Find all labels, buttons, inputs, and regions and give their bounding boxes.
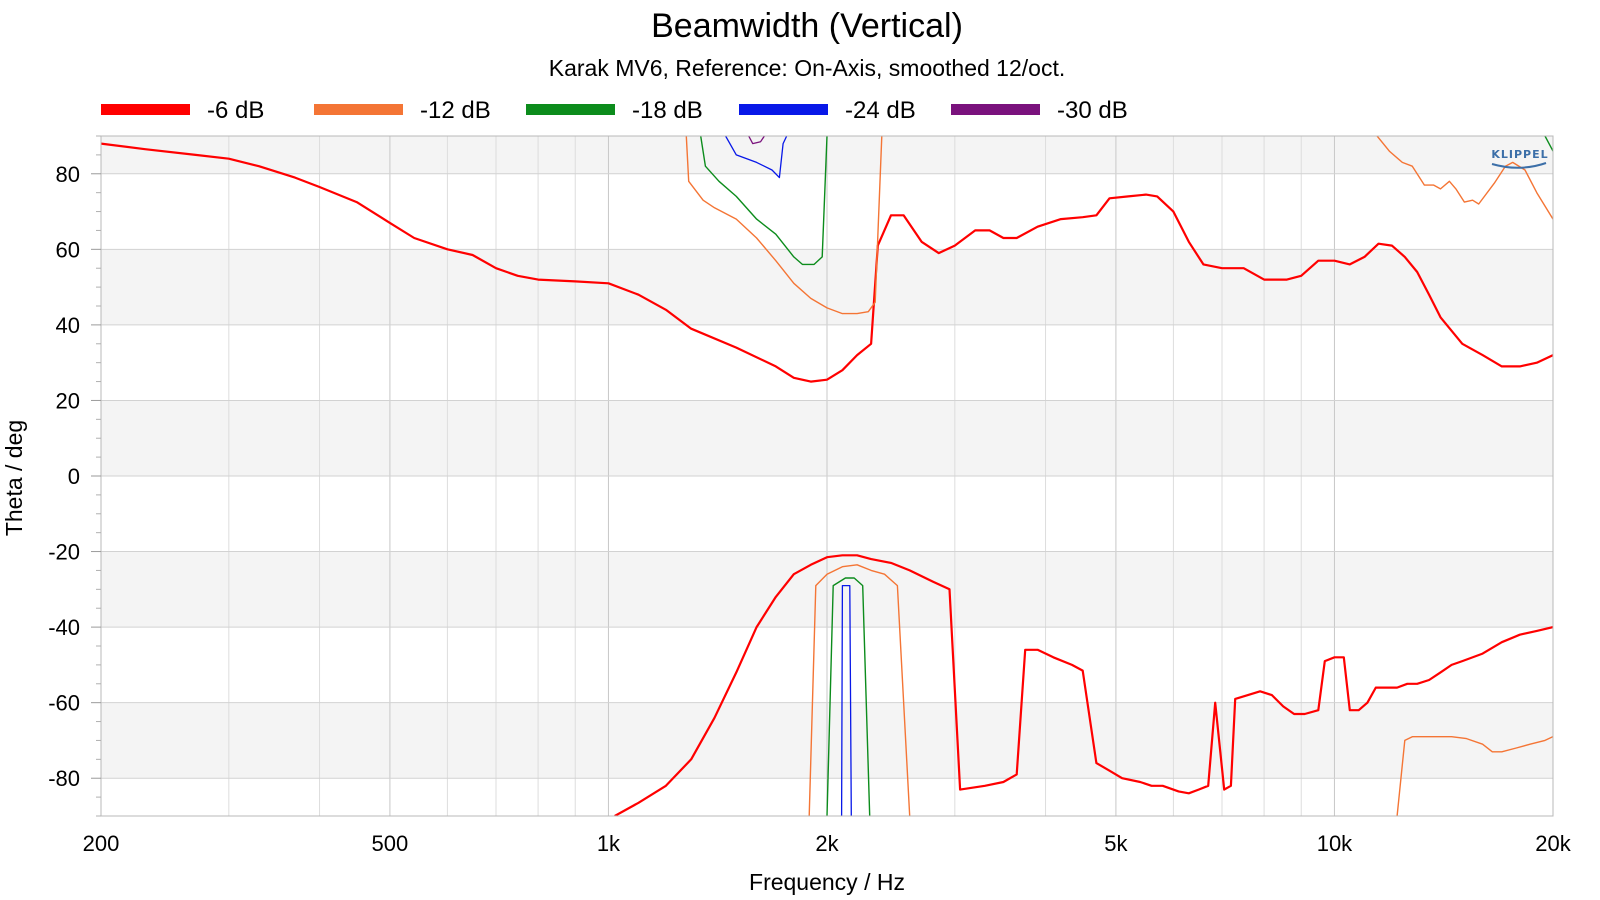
- x-tick-label: 200: [83, 831, 120, 856]
- logo-swoosh-icon: [1491, 162, 1547, 169]
- series-line: [808, 564, 911, 816]
- logo-text: KLIPPEL: [1491, 148, 1548, 161]
- y-tick-label: 40: [56, 313, 80, 338]
- legend-swatch: [101, 104, 190, 115]
- series-line: [1396, 735, 1553, 816]
- series-line: [1568, 767, 1600, 816]
- y-tick-label: 0: [68, 464, 80, 489]
- legend-label: -6 dB: [207, 97, 264, 124]
- series-line: [101, 142, 1553, 383]
- legend-swatch: [314, 104, 403, 115]
- series-line: [748, 136, 765, 145]
- y-tick-label: 60: [56, 237, 80, 262]
- legend-label: -24 dB: [845, 97, 916, 124]
- x-tick-label: 500: [372, 831, 409, 856]
- x-tick-label: 5k: [1104, 831, 1128, 856]
- series-line: [700, 136, 828, 266]
- klippel-logo: KLIPPEL: [1491, 148, 1548, 169]
- series-line: [685, 136, 883, 315]
- series-line: [614, 554, 1553, 816]
- y-tick-label: -40: [48, 615, 80, 640]
- series-lines: [101, 136, 1600, 816]
- y-tick-label: -60: [48, 691, 80, 716]
- legend-label: -18 dB: [632, 97, 703, 124]
- y-tick-label: 20: [56, 388, 80, 413]
- x-tick-label: 2k: [815, 831, 839, 856]
- legend-swatch: [526, 104, 615, 115]
- y-axis-label: Theta / deg: [1, 420, 27, 536]
- x-tick-label: 1k: [597, 831, 621, 856]
- y-tick-label: 80: [56, 162, 80, 187]
- series-line: [725, 136, 788, 179]
- legend-label: -30 dB: [1057, 97, 1128, 124]
- x-axis-label: Frequency / Hz: [749, 869, 905, 895]
- legend: -6 dB -12 dB -18 dB -24 dB -30 dB: [101, 97, 1128, 124]
- y-tick-label: -20: [48, 540, 80, 565]
- legend-swatch: [739, 104, 828, 115]
- x-tick-label: 20k: [1535, 831, 1571, 856]
- series-line: [840, 584, 852, 816]
- legend-label: -12 dB: [420, 97, 491, 124]
- y-tick-label: -80: [48, 766, 80, 791]
- chart-title: Beamwidth (Vertical): [651, 7, 963, 45]
- plot-area: [100, 135, 1600, 817]
- series-line: [1376, 136, 1553, 221]
- chart-subtitle: Karak MV6, Reference: On-Axis, smoothed …: [549, 55, 1065, 81]
- y-axis: 80 60 40 20 0 -20 -40 -60 -80: [48, 135, 101, 817]
- legend-swatch: [951, 104, 1040, 115]
- series-line: [826, 577, 871, 816]
- x-tick-label: 10k: [1317, 831, 1353, 856]
- x-axis: 200 500 1k 2k 5k 10k 20k: [83, 831, 1572, 856]
